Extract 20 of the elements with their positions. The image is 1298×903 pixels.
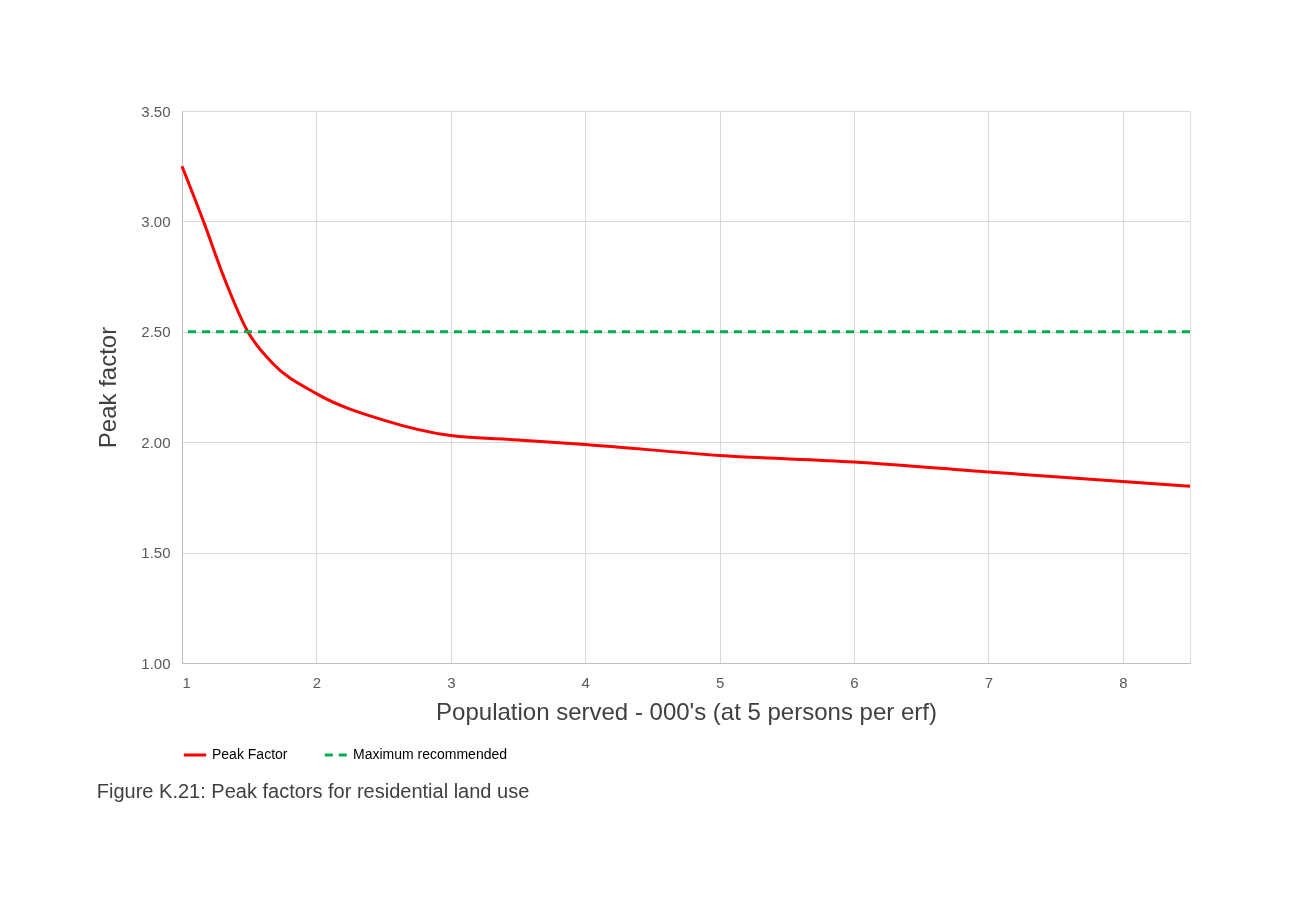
legend-label: Maximum recommended <box>353 746 508 762</box>
x-tick-label: 7 <box>984 673 994 691</box>
x-tick-label: 8 <box>1119 673 1128 691</box>
x-tick-label: 6 <box>850 673 859 691</box>
y-tick-label: 1.50 <box>141 544 171 562</box>
legend-label: Peak Factor <box>212 746 288 762</box>
y-tick-label: 2.00 <box>141 433 171 451</box>
line-series <box>180 164 1192 488</box>
x-axis-title: Population served - 000's (at 5 persons per erf) <box>436 697 937 725</box>
x-tick-label: 1 <box>182 673 191 691</box>
x-tick-label: 5 <box>715 673 725 691</box>
text: Figure K.21: Peak factors for residential land use <box>96 780 530 802</box>
y-tick-label: 3.00 <box>141 212 171 230</box>
y-axis-title: Peak factor <box>94 326 122 449</box>
y-tick-label: 3.50 <box>141 102 171 120</box>
x-tick-label: 3 <box>447 673 456 691</box>
x-tick-label: 2 <box>312 673 322 691</box>
x-tick-label: 4 <box>581 673 590 691</box>
y-tick-label: 1.00 <box>141 654 171 672</box>
y-tick-label: 2.50 <box>141 323 171 341</box>
